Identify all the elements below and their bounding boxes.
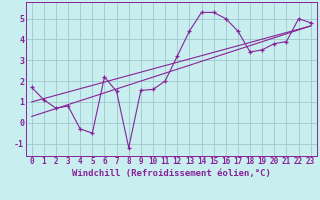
X-axis label: Windchill (Refroidissement éolien,°C): Windchill (Refroidissement éolien,°C) (72, 169, 271, 178)
